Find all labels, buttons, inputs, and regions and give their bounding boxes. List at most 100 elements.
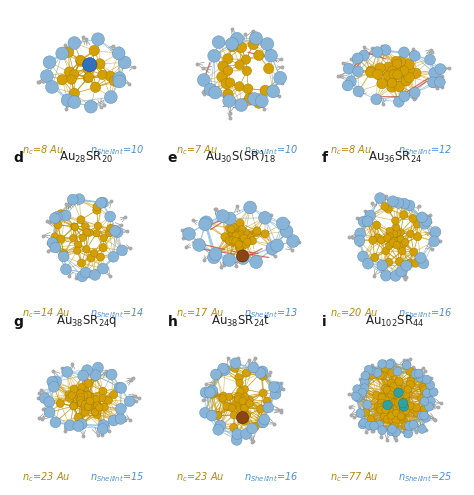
Circle shape bbox=[418, 425, 427, 434]
Circle shape bbox=[209, 86, 222, 99]
Text: i: i bbox=[322, 314, 327, 329]
Circle shape bbox=[390, 423, 398, 431]
Circle shape bbox=[393, 403, 401, 411]
Circle shape bbox=[393, 70, 402, 79]
Circle shape bbox=[264, 63, 274, 74]
Circle shape bbox=[395, 393, 403, 400]
Circle shape bbox=[235, 231, 243, 239]
Text: n$_{c}$=14 Au: n$_{c}$=14 Au bbox=[22, 306, 70, 320]
Circle shape bbox=[74, 194, 85, 204]
Circle shape bbox=[383, 62, 394, 72]
Circle shape bbox=[404, 386, 411, 393]
Circle shape bbox=[384, 258, 393, 266]
Circle shape bbox=[241, 386, 248, 393]
Circle shape bbox=[355, 228, 365, 239]
Circle shape bbox=[244, 238, 251, 246]
Circle shape bbox=[390, 237, 397, 245]
Circle shape bbox=[394, 81, 404, 92]
Text: Au$_{20}$SR$_{16}$: Au$_{20}$SR$_{16}$ bbox=[213, 0, 268, 2]
Circle shape bbox=[244, 201, 256, 214]
Circle shape bbox=[267, 85, 280, 98]
Circle shape bbox=[364, 218, 372, 226]
Circle shape bbox=[259, 211, 272, 224]
Circle shape bbox=[354, 235, 365, 246]
Circle shape bbox=[225, 224, 233, 232]
Circle shape bbox=[86, 229, 93, 237]
Circle shape bbox=[82, 57, 97, 72]
Circle shape bbox=[388, 369, 396, 377]
Circle shape bbox=[251, 422, 259, 431]
Circle shape bbox=[276, 217, 289, 230]
Circle shape bbox=[358, 216, 369, 227]
Circle shape bbox=[90, 370, 101, 381]
Circle shape bbox=[274, 71, 287, 84]
Circle shape bbox=[106, 369, 117, 380]
Circle shape bbox=[413, 233, 422, 241]
Circle shape bbox=[96, 253, 105, 261]
Circle shape bbox=[199, 218, 211, 231]
Circle shape bbox=[421, 413, 430, 422]
Circle shape bbox=[375, 63, 385, 73]
Circle shape bbox=[235, 374, 243, 382]
Circle shape bbox=[429, 388, 438, 396]
Circle shape bbox=[68, 37, 81, 50]
Circle shape bbox=[223, 89, 233, 99]
Circle shape bbox=[404, 59, 414, 70]
Circle shape bbox=[353, 66, 364, 77]
Circle shape bbox=[399, 402, 409, 411]
Circle shape bbox=[113, 72, 126, 85]
Circle shape bbox=[84, 391, 91, 398]
Circle shape bbox=[392, 409, 400, 417]
Circle shape bbox=[393, 397, 401, 404]
Circle shape bbox=[400, 66, 409, 75]
Circle shape bbox=[210, 369, 221, 380]
Circle shape bbox=[247, 423, 257, 434]
Circle shape bbox=[84, 72, 93, 82]
Circle shape bbox=[245, 93, 255, 103]
Circle shape bbox=[235, 393, 242, 400]
Circle shape bbox=[100, 234, 107, 242]
Circle shape bbox=[398, 411, 405, 419]
Circle shape bbox=[387, 196, 398, 206]
Circle shape bbox=[98, 420, 109, 431]
Circle shape bbox=[97, 197, 108, 208]
Circle shape bbox=[109, 391, 118, 398]
Circle shape bbox=[352, 53, 363, 64]
Circle shape bbox=[392, 230, 400, 238]
Circle shape bbox=[223, 402, 230, 410]
Circle shape bbox=[390, 387, 397, 395]
Circle shape bbox=[390, 399, 397, 406]
Circle shape bbox=[226, 78, 235, 87]
Circle shape bbox=[401, 260, 412, 271]
Circle shape bbox=[212, 36, 225, 49]
Text: n$_{ShellInt}$=13: n$_{ShellInt}$=13 bbox=[244, 306, 298, 320]
Text: n$_{ShellInt}$=16: n$_{ShellInt}$=16 bbox=[398, 306, 452, 320]
Circle shape bbox=[363, 400, 372, 409]
Circle shape bbox=[417, 411, 426, 420]
Circle shape bbox=[210, 390, 218, 397]
Circle shape bbox=[219, 365, 230, 376]
Circle shape bbox=[394, 229, 401, 237]
Text: n$_{ShellInt}$=16: n$_{ShellInt}$=16 bbox=[244, 470, 298, 484]
Circle shape bbox=[401, 76, 411, 86]
Circle shape bbox=[409, 420, 418, 429]
Circle shape bbox=[427, 396, 435, 405]
Circle shape bbox=[255, 368, 266, 378]
Circle shape bbox=[77, 396, 84, 403]
Circle shape bbox=[398, 398, 408, 408]
Circle shape bbox=[373, 368, 382, 377]
Circle shape bbox=[378, 399, 385, 406]
Circle shape bbox=[248, 40, 258, 50]
Circle shape bbox=[100, 403, 109, 411]
Circle shape bbox=[385, 73, 396, 83]
Circle shape bbox=[52, 211, 63, 222]
Text: n$_{c}$=23 Au: n$_{c}$=23 Au bbox=[22, 470, 70, 484]
Circle shape bbox=[74, 413, 82, 422]
Circle shape bbox=[221, 79, 232, 89]
Circle shape bbox=[383, 71, 393, 81]
Circle shape bbox=[373, 391, 381, 399]
Circle shape bbox=[387, 387, 394, 394]
Circle shape bbox=[263, 402, 274, 413]
Circle shape bbox=[400, 398, 407, 406]
Circle shape bbox=[342, 80, 353, 91]
